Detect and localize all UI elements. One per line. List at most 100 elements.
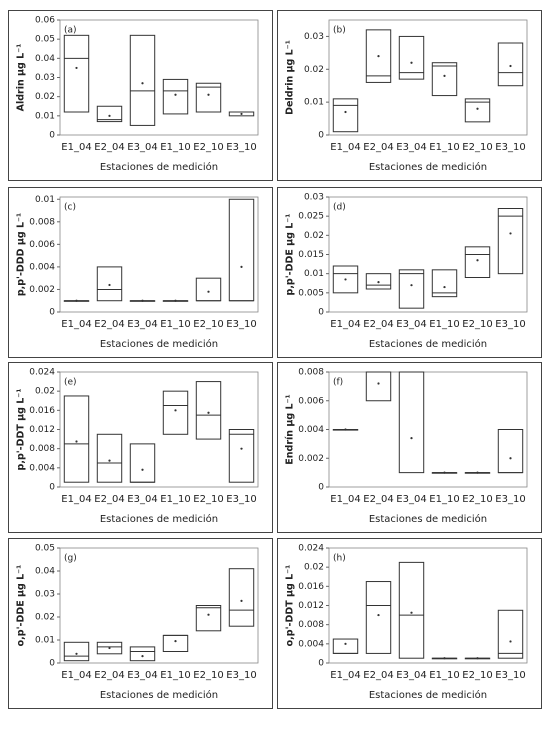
box <box>63 34 90 113</box>
box <box>497 609 524 659</box>
panel: 0 0.004 0.008 0.012 0.016 0.02 0.024 (e) p,p'-DD… <box>8 362 273 533</box>
mean-dot <box>141 468 144 471</box>
y-tick-label: 0 <box>49 131 55 141</box>
mean-dot <box>509 64 512 68</box>
x-axis-label: Estaciones de medición <box>100 689 218 701</box>
mean-dot <box>174 640 177 643</box>
panel: 0 0.002 0.004 0.006 0.008 0.01 (c) p,p'-DDD µg … <box>8 187 273 358</box>
box <box>398 561 425 659</box>
mean-dot <box>410 611 413 614</box>
y-tick-label: 0.016 <box>29 406 55 416</box>
y-tick-label: 0.012 <box>29 425 55 435</box>
box <box>195 605 222 632</box>
plot-area <box>328 547 528 664</box>
mean-dot <box>240 447 243 450</box>
mean-dot <box>377 382 380 385</box>
y-axis-label: o,p'-DDE µg L⁻¹ <box>16 565 27 647</box>
x-tick-label: E3_10 <box>495 494 525 505</box>
x-tick-label: E2_04 <box>363 494 393 505</box>
y-tick-label: 0.006 <box>298 396 324 406</box>
y-tick-label: 0.01 <box>304 98 324 108</box>
box <box>464 98 491 123</box>
box <box>365 581 392 654</box>
mean-dot <box>174 299 177 302</box>
panel-label: (e) <box>64 378 77 388</box>
x-tick-label: E1_04 <box>61 494 91 505</box>
x-tick-label: E3_10 <box>226 670 256 681</box>
y-tick-label: 0.03 <box>304 32 324 42</box>
x-tick-label: E2_04 <box>363 670 393 681</box>
x-tick-label: E3_10 <box>226 494 256 505</box>
panel-label: (a) <box>64 26 77 36</box>
mean-dot <box>476 657 479 660</box>
mean-dot <box>443 74 446 77</box>
y-tick-label: 0.024 <box>298 544 324 554</box>
box <box>398 35 425 80</box>
box <box>162 390 189 435</box>
mean-dot <box>108 646 111 650</box>
x-tick-label: E1_04 <box>61 319 91 330</box>
box <box>195 82 222 113</box>
y-tick-label: 0.008 <box>298 368 324 378</box>
mean-dot <box>344 642 347 645</box>
box <box>497 429 524 474</box>
box <box>398 269 425 309</box>
y-tick-label: 0.01 <box>304 269 324 279</box>
y-tick-label: 0 <box>318 659 324 669</box>
x-tick-label: E3_04 <box>396 319 426 330</box>
plot-area <box>328 371 528 488</box>
box <box>332 638 359 654</box>
x-tick-label: E1_10 <box>160 494 190 505</box>
x-tick-label: E2_10 <box>193 319 223 330</box>
panel: 0 0.005 0.01 0.015 0.02 0.025 0.03 (d) p,p'-DDE … <box>277 187 542 358</box>
mean-dot <box>141 82 144 85</box>
box <box>228 198 255 302</box>
x-tick-label: E1_10 <box>429 670 459 681</box>
panel: 0 0.01 0.02 0.03 0.04 0.05 0.06 (a) Aldrin µg L⁻… <box>8 10 273 181</box>
panel-frame <box>8 10 273 181</box>
panel: 0 0.004 0.008 0.012 0.016 0.02 0.024 (h) o,p'-DD… <box>277 538 542 709</box>
y-tick-label: 0.008 <box>29 217 55 227</box>
panel-frame <box>277 362 542 533</box>
box <box>332 98 359 133</box>
y-tick-label: 0.012 <box>298 601 324 611</box>
box <box>96 105 123 123</box>
mean-dot <box>207 613 210 616</box>
y-tick-label: 0.024 <box>29 368 55 378</box>
x-tick-label: E3_10 <box>495 670 525 681</box>
x-axis-label: Estaciones de medición <box>369 161 487 173</box>
x-tick-label: E1_04 <box>330 319 360 330</box>
x-tick-label: E3_10 <box>226 319 256 330</box>
panel: 0 0.01 0.02 0.03 0.04 0.05 (g) o,p'-DDE µg L⁻¹ E… <box>8 538 273 709</box>
x-tick-label: E1_04 <box>61 142 91 153</box>
box <box>63 395 90 483</box>
box <box>228 429 255 483</box>
y-tick-label: 0.02 <box>304 65 324 75</box>
x-axis-label: Estaciones de medición <box>100 161 218 173</box>
mean-dot <box>410 61 413 64</box>
y-tick-label: 0.002 <box>29 285 55 295</box>
panel-label: (h) <box>333 554 346 564</box>
plot-area <box>59 196 259 313</box>
mean-dot <box>344 428 347 431</box>
x-tick-label: E1_04 <box>330 670 360 681</box>
mean-dot <box>476 259 479 262</box>
mean-dot <box>476 107 479 110</box>
mean-dot <box>377 613 380 617</box>
x-tick-label: E1_10 <box>160 319 190 330</box>
box <box>497 42 524 87</box>
mean-dot <box>377 55 380 58</box>
x-tick-label: E3_04 <box>127 142 157 153</box>
mean-dot <box>75 299 78 302</box>
x-axis-label: Estaciones de medición <box>100 338 218 350</box>
mean-dot <box>108 283 111 287</box>
x-tick-label: E1_04 <box>330 142 360 153</box>
box <box>431 269 458 298</box>
box <box>63 641 90 662</box>
mean-dot <box>141 299 144 302</box>
box <box>195 277 222 302</box>
y-tick-label: 0.02 <box>304 231 324 241</box>
mean-dot <box>108 459 111 462</box>
panel-label: (d) <box>333 203 346 213</box>
x-tick-label: E2_04 <box>94 319 124 330</box>
